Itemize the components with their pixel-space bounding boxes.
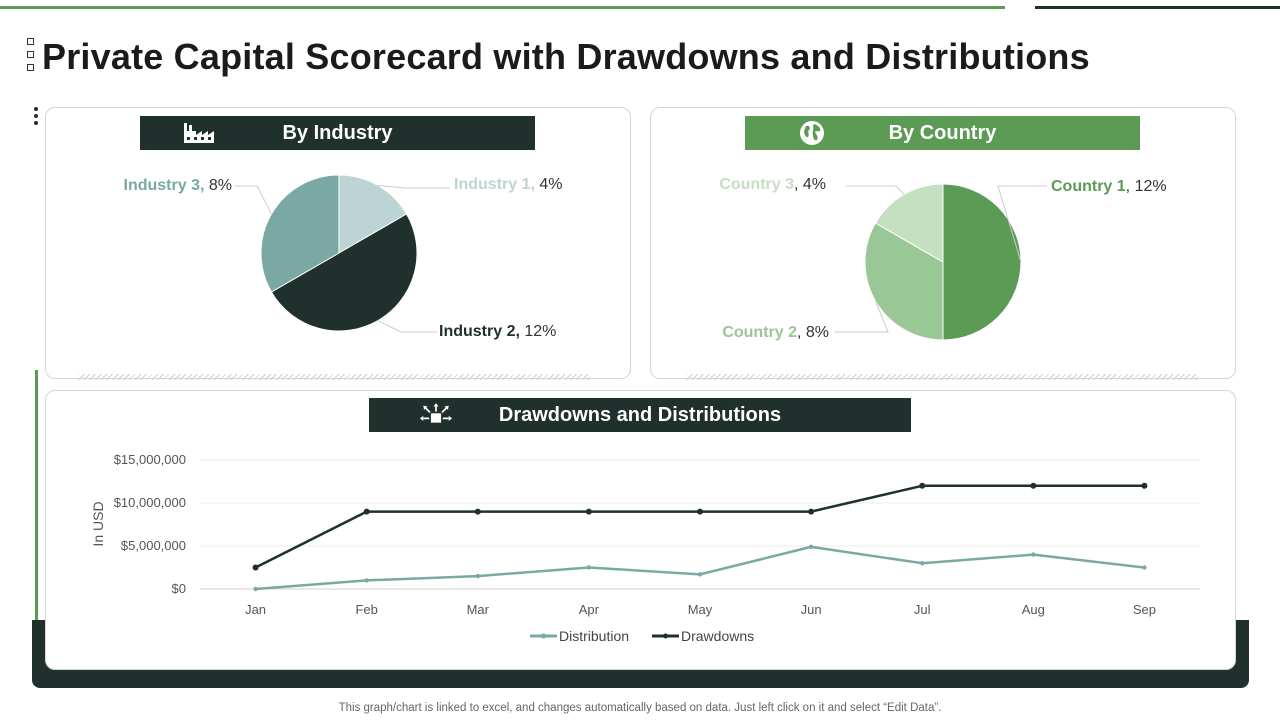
- country-heading: By Country: [888, 121, 997, 144]
- data-label-country-1: Country 1, 12%: [1051, 178, 1167, 195]
- legend-label: Distribution: [559, 628, 629, 644]
- drawdowns-banner: Drawdowns and Distributions: [369, 398, 911, 432]
- x-tick-label: Aug: [1022, 602, 1045, 617]
- y-axis-title: In USD: [90, 501, 106, 546]
- left-accent-bar: [35, 370, 38, 660]
- leader-line-country-2: [834, 300, 889, 333]
- slice-value: , 8%: [797, 324, 829, 341]
- point-drawdowns-jul: [919, 482, 926, 489]
- x-tick-label: Jan: [245, 602, 266, 617]
- x-tick-label: Jul: [914, 602, 931, 617]
- legend-label: Drawdowns: [681, 628, 754, 644]
- pie-slice-country-2: [864, 222, 944, 341]
- point-distribution-jul: [920, 561, 925, 566]
- slice-value: , 4%: [794, 176, 826, 193]
- point-distribution-jun: [808, 544, 814, 550]
- point-distribution-feb: [364, 578, 369, 583]
- industry-banner: By Industry: [140, 116, 535, 150]
- slice-name: Industry 1,: [454, 176, 535, 193]
- top-accent-line-dark: [1035, 6, 1280, 9]
- point-drawdowns-jun: [808, 508, 815, 515]
- legend-item-drawdowns: Drawdowns: [652, 628, 754, 644]
- point-drawdowns-may: [697, 508, 703, 515]
- box-arrows-icon: [419, 401, 453, 429]
- data-label-country-2: Country 2, 8%: [722, 324, 829, 341]
- point-distribution-may: [697, 572, 703, 577]
- x-tick-label: May: [688, 602, 713, 617]
- panel-shadow-hatch: [686, 374, 1198, 380]
- leader-line-industry-1: [377, 184, 450, 189]
- drawdowns-panel: [45, 390, 1236, 670]
- leader-line-country-3: [846, 185, 905, 195]
- legend-marker: [541, 633, 546, 639]
- point-drawdowns-sep: [1141, 482, 1148, 489]
- industry-heading: By Industry: [282, 121, 393, 144]
- series-line-distribution: [255, 545, 1145, 591]
- vertical-dots-decoration: [34, 107, 40, 128]
- industry-pie-chart: Industry 1, 4% Industry 2, 12% Industry 3,…: [124, 174, 562, 340]
- globe-icon: [795, 119, 829, 147]
- slice-name: Industry 3,: [124, 177, 205, 194]
- slice-value: 12%: [520, 323, 556, 340]
- page-title: Private Capital Scorecard with Drawdowns…: [42, 36, 1090, 77]
- x-tick-label: Apr: [579, 602, 600, 617]
- data-label-industry-2: Industry 2, 12%: [439, 323, 556, 340]
- legend-item-distribution: Distribution: [530, 628, 629, 644]
- drawdowns-line-chart: $0 $5,000,000 $10,000,000 $15,000,000 In USD…: [90, 452, 1200, 644]
- point-distribution-aug: [1031, 552, 1036, 557]
- slice-value: , 12%: [1126, 178, 1167, 195]
- x-tick-label: Feb: [355, 602, 377, 617]
- pie-slice-country-1: [942, 183, 1022, 341]
- footer-note: This graph/chart is linked to excel, and…: [338, 702, 942, 714]
- top-accent-line: [0, 6, 1005, 9]
- point-distribution-sep: [1142, 565, 1147, 570]
- leader-line-country-1: [997, 185, 1047, 263]
- point-drawdowns-jan: [252, 564, 259, 571]
- data-label-industry-1: Industry 1, 4%: [454, 176, 562, 193]
- legend-marker: [663, 633, 668, 639]
- x-tick-label: Sep: [1133, 602, 1156, 617]
- pie-slice-industry-1: [338, 174, 408, 254]
- y-tick-label: $0: [172, 581, 186, 596]
- slice-value: 8%: [204, 177, 232, 194]
- pie-slice-industry-3: [260, 174, 340, 293]
- y-tick-label: $5,000,000: [121, 538, 186, 553]
- slice-name: Industry 2,: [439, 323, 520, 340]
- slice-name: Country 1: [1051, 178, 1126, 195]
- x-tick-label: Jun: [801, 602, 822, 617]
- slice-name: Country 3: [719, 176, 794, 193]
- y-tick-label: $10,000,000: [114, 495, 186, 510]
- panel-shadow-hatch: [78, 374, 590, 380]
- point-drawdowns-apr: [585, 508, 592, 515]
- point-drawdowns-feb: [363, 508, 370, 515]
- point-distribution-apr: [586, 565, 592, 570]
- leader-line-industry-2: [377, 320, 437, 333]
- y-tick-label: $15,000,000: [114, 452, 186, 467]
- x-tick-label: Mar: [467, 602, 490, 617]
- slice-name: Country 2: [722, 324, 797, 341]
- slice-value: 4%: [535, 176, 563, 193]
- country-pie-chart: Country 1, 12% Country 2, 8% Country 3, 4%: [719, 176, 1167, 341]
- country-banner: By Country: [745, 116, 1140, 150]
- point-drawdowns-mar: [474, 508, 481, 515]
- data-label-country-3: Country 3, 4%: [719, 176, 826, 193]
- drawdowns-heading: Drawdowns and Distributions: [498, 403, 782, 426]
- point-distribution-jan: [253, 586, 258, 592]
- title-bullets: [27, 38, 35, 77]
- point-drawdowns-aug: [1030, 482, 1037, 489]
- data-label-industry-3: Industry 3, 8%: [124, 177, 232, 194]
- factory-icon: [182, 119, 216, 147]
- point-distribution-mar: [475, 573, 480, 579]
- leader-line-industry-3: [235, 185, 272, 215]
